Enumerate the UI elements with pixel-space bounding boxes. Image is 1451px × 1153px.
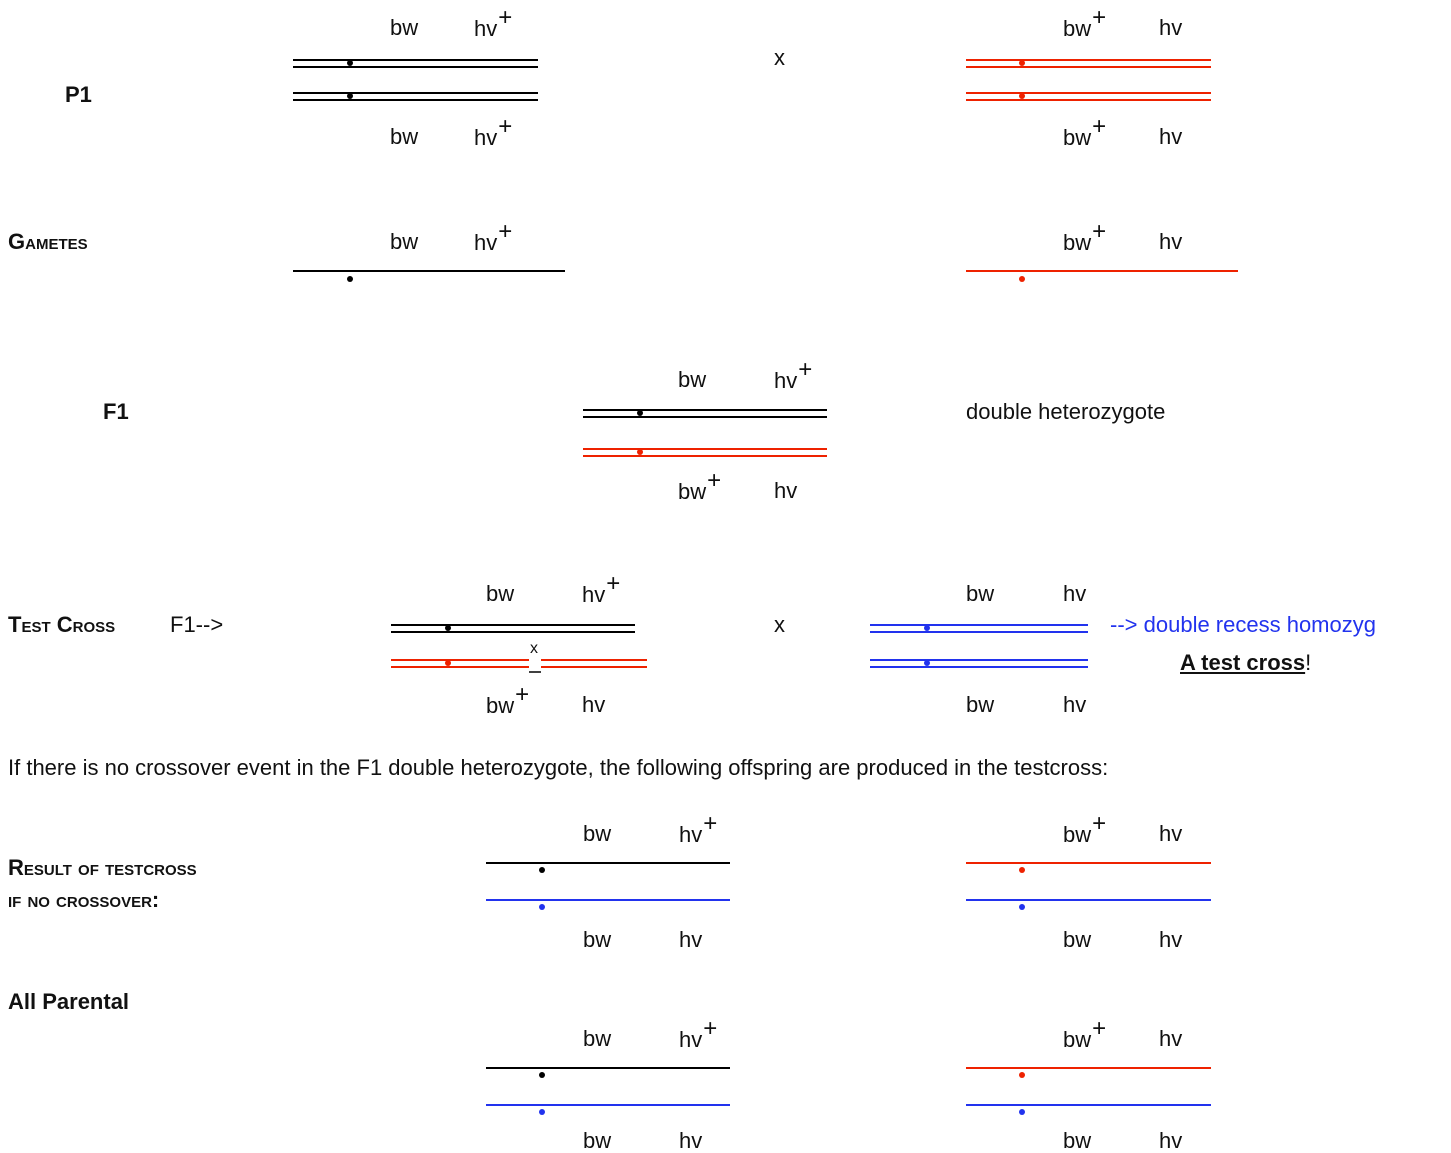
centromere: [445, 625, 451, 631]
crossover-mark: x: [530, 640, 538, 657]
gene-label-bw: bw: [1063, 1128, 1092, 1153]
centromere: [1019, 1109, 1025, 1115]
gene-label-hv: hv: [1159, 927, 1183, 952]
centromere: [924, 660, 930, 666]
centromere: [539, 1109, 545, 1115]
gene-label-hv: hv: [1159, 1128, 1183, 1153]
gene-label-hv-plus: hv+: [774, 356, 813, 393]
gene-label-hv: hv: [1159, 1026, 1183, 1051]
gene-label-bw: bw: [390, 229, 419, 254]
label-f1-arrow: F1-->: [170, 612, 224, 637]
gene-label-hv-plus: hv+: [474, 4, 513, 41]
label-p1: P1: [65, 82, 92, 107]
double-recess-annotation: --> double recess homozyg: [1110, 612, 1376, 637]
gene-label-hv: hv: [1159, 229, 1183, 254]
gene-label-bw-plus: bw+: [678, 467, 722, 504]
centromere: [347, 60, 353, 66]
centromere: [539, 904, 545, 910]
gene-label-bw: bw: [1063, 927, 1092, 952]
gene-label-bw-plus: bw+: [486, 681, 530, 718]
gene-label-bw-plus: bw+: [1063, 4, 1107, 41]
testcross-red-chromosome: [391, 659, 647, 668]
testcross-blue-chromosome-bottom: [870, 659, 1088, 668]
centromere: [1019, 1072, 1025, 1078]
label-f1: F1: [103, 399, 129, 424]
centromere: [1019, 276, 1025, 282]
gene-label-hv-plus: hv+: [679, 810, 718, 847]
label-all-parental: All Parental: [8, 989, 130, 1014]
double-heterozygote-label: double heterozygote: [966, 399, 1166, 424]
cross-symbol: x: [774, 612, 785, 637]
gene-label-bw: bw: [390, 124, 419, 149]
centromere: [924, 625, 930, 631]
gene-label-hv: hv: [582, 692, 606, 717]
gene-label-hv: hv: [1159, 124, 1183, 149]
centromere: [347, 276, 353, 282]
gene-label-hv: hv: [1063, 692, 1087, 717]
no-crossover-sentence: If there is no crossover event in the F1…: [8, 755, 1109, 780]
gene-label-hv: hv: [679, 927, 703, 952]
gene-label-bw: bw: [583, 1128, 612, 1153]
gene-label-hv: hv: [774, 478, 798, 503]
p1-red-chromosome-top: [966, 59, 1211, 68]
label-gametes: Gametes: [8, 229, 88, 254]
gene-label-bw: bw: [390, 15, 419, 40]
gene-label-bw: bw: [486, 581, 515, 606]
cross-symbol: x: [774, 45, 785, 70]
centromere: [347, 93, 353, 99]
gene-label-hv: hv: [1159, 821, 1183, 846]
centromere: [637, 410, 643, 416]
f1-red-chromosome: [583, 448, 827, 457]
gene-label-bw: bw: [583, 927, 612, 952]
gene-label-bw-plus: bw+: [1063, 810, 1107, 847]
centromere: [1019, 60, 1025, 66]
gene-label-bw: bw: [966, 692, 995, 717]
f1-black-chromosome: [583, 409, 827, 418]
p1-red-chromosome-bottom: [966, 92, 1211, 101]
gene-label-bw-plus: bw+: [1063, 1015, 1107, 1052]
gene-label-hv: hv: [1159, 15, 1183, 40]
gene-label-hv-plus: hv+: [582, 570, 621, 607]
gene-label-bw-plus: bw+: [1063, 218, 1107, 255]
testcross-blue-chromosome-top: [870, 624, 1088, 633]
centromere: [1019, 867, 1025, 873]
centromere: [445, 660, 451, 666]
p1-black-chromosome-top: [293, 59, 538, 68]
label-result-line2: if no crossover:: [8, 887, 160, 912]
centromere: [1019, 904, 1025, 910]
testcross-black-chromosome: [391, 624, 635, 633]
p1-black-chromosome-bottom: [293, 92, 538, 101]
centromere: [539, 867, 545, 873]
gene-label-hv-plus: hv+: [474, 218, 513, 255]
label-test-cross: Test Cross: [8, 612, 116, 637]
test-cross-note: A test cross!: [1180, 650, 1312, 675]
centromere: [539, 1072, 545, 1078]
gene-label-bw: bw: [583, 821, 612, 846]
centromere: [637, 449, 643, 455]
gene-label-hv: hv: [1063, 581, 1087, 606]
gene-label-bw: bw: [966, 581, 995, 606]
gene-label-hv: hv: [679, 1128, 703, 1153]
gene-label-bw: bw: [678, 367, 707, 392]
centromere: [1019, 93, 1025, 99]
gene-label-bw-plus: bw+: [1063, 113, 1107, 150]
gene-label-bw: bw: [583, 1026, 612, 1051]
label-result-line1: Result of testcross: [8, 855, 197, 880]
gene-label-hv-plus: hv+: [474, 113, 513, 150]
gene-label-hv-plus: hv+: [679, 1015, 718, 1052]
